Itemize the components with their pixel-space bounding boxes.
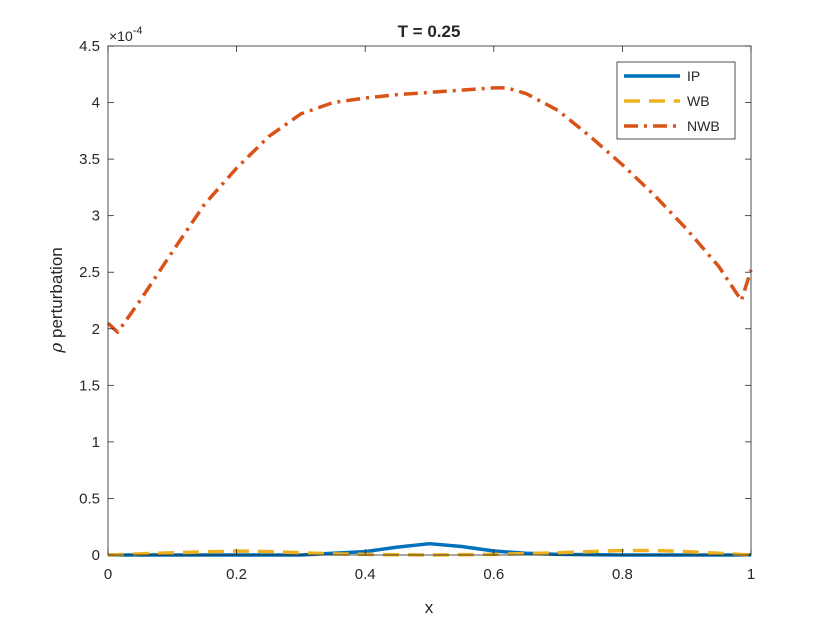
y-tick-label: 1 — [92, 434, 100, 451]
y-tick-label: 2 — [92, 321, 100, 338]
x-tick-label: 0.4 — [355, 566, 376, 583]
y-exponent-base: ×10 — [109, 28, 133, 44]
y-tick-label: 2.5 — [79, 264, 100, 281]
x-tick-label: 0 — [104, 566, 112, 583]
y-tick-label: 4.5 — [79, 38, 100, 55]
ticks-layer: 0 0.2 0.4 0.6 0.8 1 0 0.5 1 1.5 2 2.5 3 3.5 4 4.5 — [79, 38, 755, 583]
x-tick-label: 0.6 — [483, 566, 504, 583]
y-tick-label: 4 — [92, 95, 100, 112]
y-tick-label: 3 — [92, 208, 100, 225]
y-tick-label: 0 — [92, 547, 100, 564]
y-tick-label: 3.5 — [79, 151, 100, 168]
x-tick-label: 0.2 — [226, 566, 247, 583]
y-exponent-power: -4 — [133, 25, 143, 37]
x-axis-label: x — [425, 598, 434, 617]
y-axis-label: ρ perturbation — [47, 247, 67, 353]
y-tick-label: 0.5 — [79, 490, 100, 507]
legend-label-wb: WB — [687, 93, 710, 109]
series-line-nwb — [106, 86, 753, 334]
x-tick-label: 0.8 — [612, 566, 633, 583]
y-tick-label: 1.5 — [79, 377, 100, 394]
y-axis-exponent: ×10-4 — [109, 25, 143, 44]
chart-title: T = 0.25 — [398, 22, 461, 41]
legend-label-ip: IP — [687, 68, 700, 84]
legend: IP WB NWB — [616, 61, 736, 140]
x-tick-label: 1 — [747, 566, 755, 583]
legend-label-nwb: NWB — [687, 118, 720, 134]
plot-area-frame — [107, 45, 752, 556]
y-axis-label-symbol: ρ — [47, 343, 67, 354]
y-axis-label-text: perturbation — [47, 247, 66, 342]
